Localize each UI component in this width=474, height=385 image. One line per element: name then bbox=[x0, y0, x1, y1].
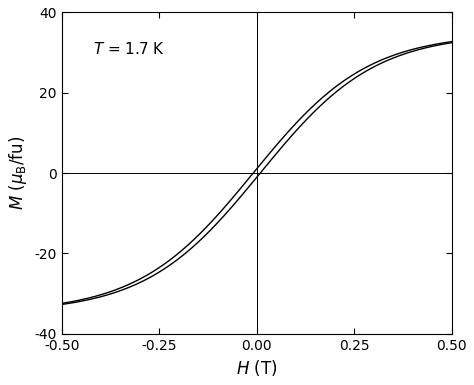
X-axis label: $H$ (T): $H$ (T) bbox=[236, 358, 277, 378]
Text: $T$ = 1.7 K: $T$ = 1.7 K bbox=[93, 41, 165, 57]
Y-axis label: $M$ ($\mu_\mathrm{B}$/fu): $M$ ($\mu_\mathrm{B}$/fu) bbox=[7, 136, 29, 210]
